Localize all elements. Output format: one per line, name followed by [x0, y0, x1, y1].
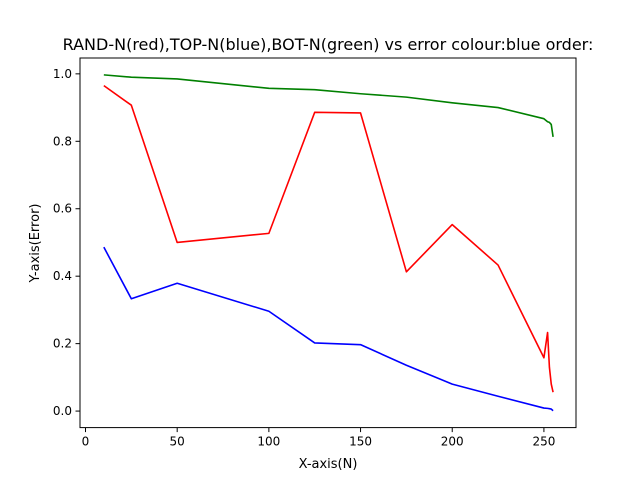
y-tick-label: 0.0 [53, 404, 72, 418]
x-tick-label: 50 [170, 435, 185, 449]
y-tick-label: 0.8 [53, 134, 72, 148]
chart-title: RAND-N(red),TOP-N(blue),BOT-N(green) vs … [63, 35, 594, 54]
series-line-2 [103, 246, 554, 412]
x-axis-ticks: 0 50 100 150 200 250 [82, 427, 555, 449]
x-tick-label: 200 [441, 435, 464, 449]
x-tick-label: 0 [82, 435, 90, 449]
series-layer [103, 74, 554, 412]
y-tick-label: 0.2 [53, 337, 72, 351]
y-tick-label: 0.6 [53, 202, 72, 216]
y-tick-label: 1.0 [53, 67, 72, 81]
y-axis-label: Y-axis(Error) [28, 204, 43, 284]
x-axis-label: X-axis(N) [299, 457, 358, 472]
x-tick-label: 100 [257, 435, 280, 449]
x-tick-label: 150 [349, 435, 372, 449]
y-axis-ticks: 0.0 0.2 0.4 0.6 0.8 1.0 [53, 67, 80, 418]
series-line-1 [103, 84, 554, 393]
series-line-3 [103, 74, 554, 138]
y-tick-label: 0.4 [53, 269, 72, 283]
plot-frame [79, 57, 577, 429]
x-tick-label: 250 [532, 435, 555, 449]
